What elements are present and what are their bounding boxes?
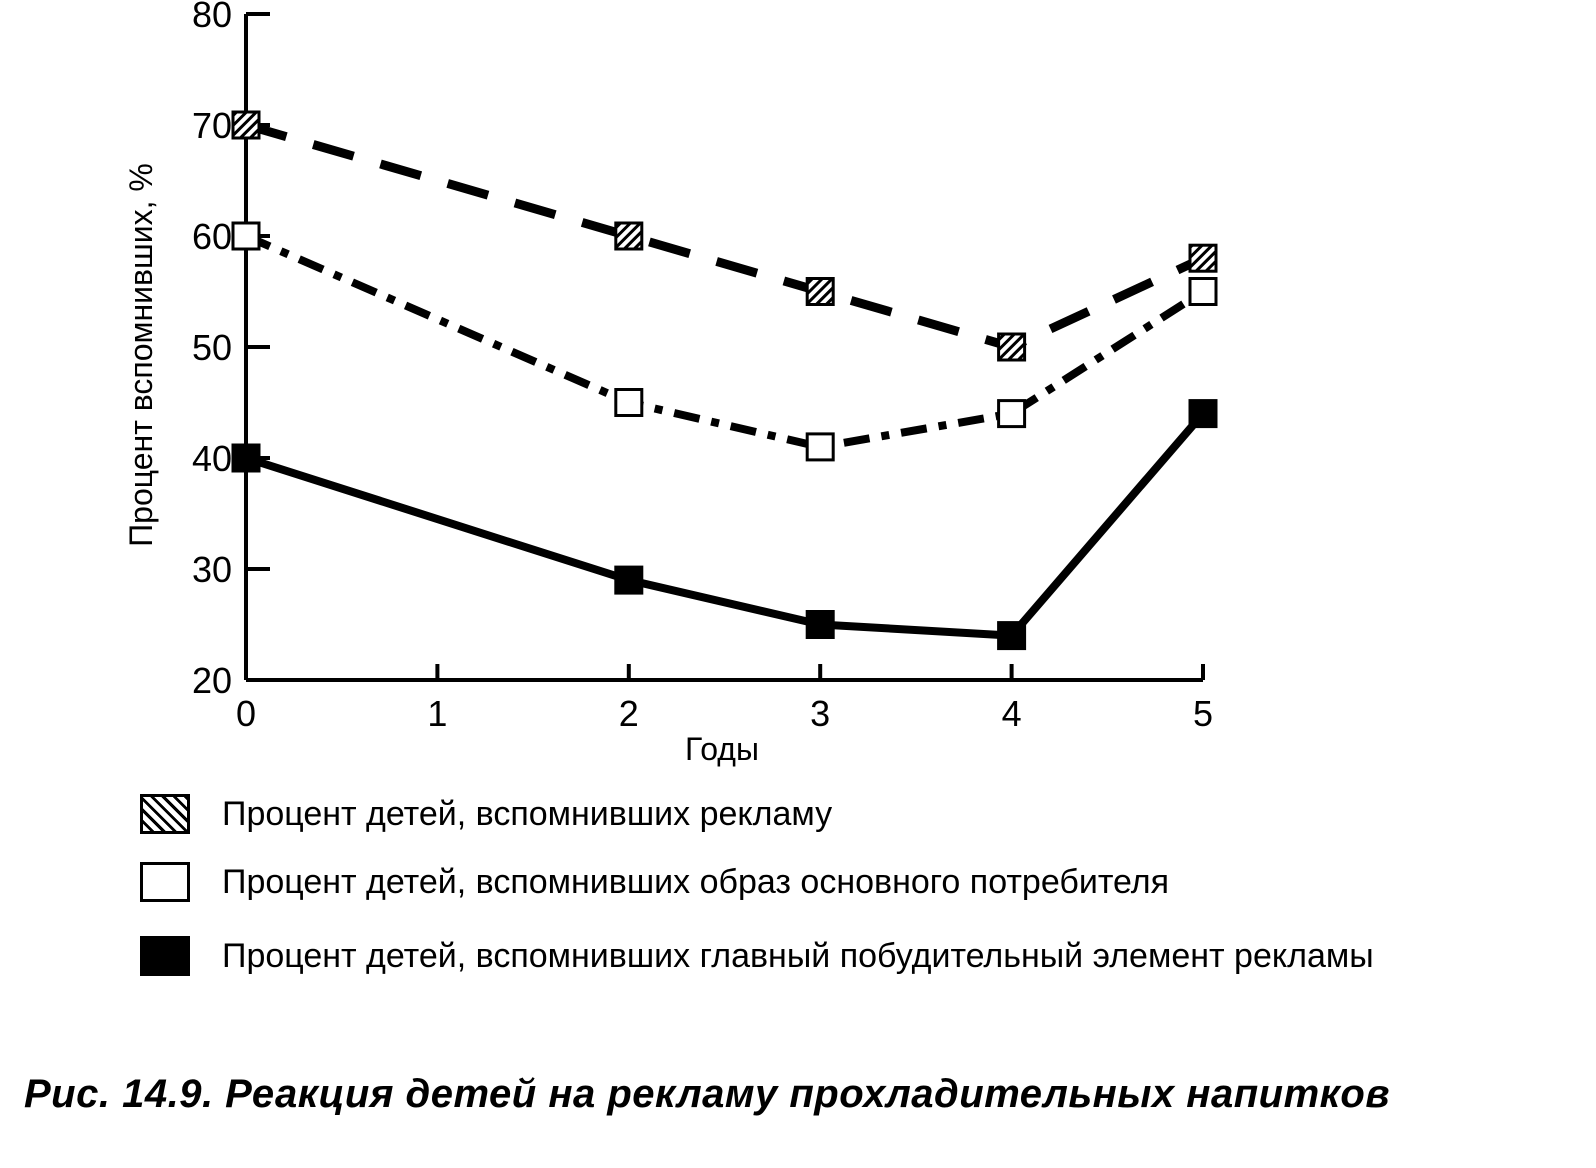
legend-item-ad-recall: Процент детей, вспомнивших рекламу <box>140 790 832 838</box>
y-axis-title: Процент вспомнивших, % <box>123 163 159 547</box>
legend-item-main-element: Процент детей, вспомнивших главный побуд… <box>140 932 1374 980</box>
x-tick-label: 2 <box>619 693 639 734</box>
figure-caption: Рис. 14.9. Реакция детей на рекламу прох… <box>24 1072 1390 1116</box>
series-line <box>244 120 1205 352</box>
data-point <box>231 443 261 473</box>
series-line <box>244 410 1207 640</box>
data-point <box>231 110 261 140</box>
axes: 20 30 40 50 60 70 80 0 1 2 3 4 5 <box>192 0 1213 734</box>
data-point <box>614 565 644 595</box>
x-tick-label: 1 <box>427 693 447 734</box>
line-chart: 20 30 40 50 60 70 80 0 1 2 3 4 5 Годы Процент вспомн… <box>123 0 1218 767</box>
open-square-icon <box>140 862 190 902</box>
data-point <box>614 221 644 251</box>
data-point <box>805 432 835 462</box>
x-tick-label: 4 <box>1002 693 1022 734</box>
x-tick-label: 0 <box>236 693 256 734</box>
data-point <box>1188 243 1218 273</box>
filled-square-icon <box>140 936 190 976</box>
x-tick-label: 3 <box>810 693 830 734</box>
legend-label: Процент детей, вспомнивших главный побуд… <box>222 936 1374 975</box>
series-line <box>244 232 1206 451</box>
series-1 <box>231 110 1218 362</box>
y-tick-label: 30 <box>192 549 232 590</box>
data-point <box>614 388 644 417</box>
x-axis-title: Годы <box>685 731 759 767</box>
legend-label: Процент детей, вспомнивших образ основно… <box>222 862 1170 901</box>
x-tick-label: 5 <box>1193 693 1213 734</box>
hatched-square-icon <box>140 794 190 834</box>
series-layer <box>231 110 1218 651</box>
data-point <box>997 399 1027 429</box>
y-tick-label: 70 <box>192 105 232 146</box>
y-tick-label: 40 <box>192 438 232 479</box>
data-point <box>1188 399 1218 429</box>
data-point <box>1188 277 1218 306</box>
y-tick-label: 20 <box>192 660 232 701</box>
y-tick-label: 50 <box>192 327 232 368</box>
series-3 <box>231 399 1218 651</box>
y-tick-label: 80 <box>192 0 232 35</box>
legend-item-consumer-image: Процент детей, вспомнивших образ основно… <box>140 858 1169 906</box>
legend-label: Процент детей, вспомнивших рекламу <box>222 794 833 833</box>
data-point <box>805 277 835 306</box>
y-tick-label: 60 <box>192 216 232 257</box>
data-point <box>805 610 835 639</box>
data-point <box>997 332 1027 362</box>
data-point <box>997 621 1027 651</box>
series-2 <box>231 221 1218 462</box>
data-point <box>231 221 261 251</box>
